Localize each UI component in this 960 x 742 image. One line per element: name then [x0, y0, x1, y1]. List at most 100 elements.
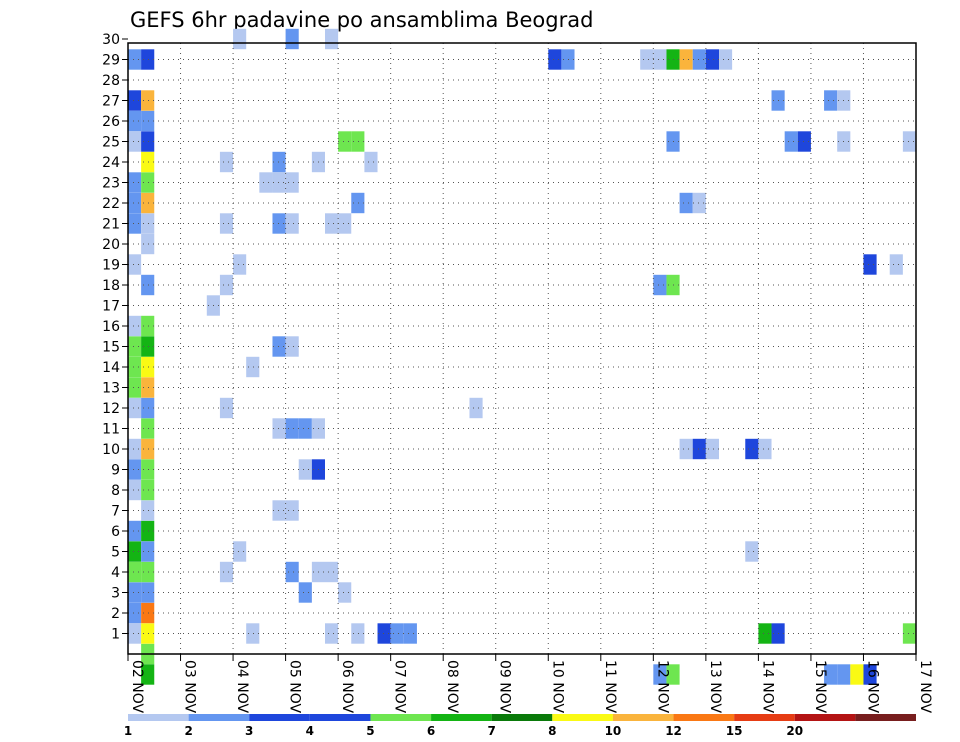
- heatmap-cell: [298, 459, 312, 480]
- heatmap-cell: [141, 315, 155, 337]
- x-tick-label: 05 NOV: [287, 660, 303, 714]
- y-tick-label: 10: [102, 442, 120, 458]
- heatmap-cell: [128, 172, 142, 193]
- heatmap-cell: [705, 438, 719, 460]
- y-tick-label: 21: [102, 217, 120, 233]
- heatmap-cell: [141, 192, 155, 214]
- y-tick-label: 17: [102, 299, 120, 315]
- heatmap-cell: [128, 582, 142, 603]
- x-tick-label: 11 NOV: [602, 660, 618, 714]
- heatmap-cell: [246, 356, 260, 378]
- heatmap-cell: [653, 664, 667, 685]
- heatmap-cell: [705, 49, 719, 70]
- x-tick-label: 10 NOV: [549, 660, 565, 714]
- heatmap-cell: [272, 213, 286, 234]
- heatmap-cell: [128, 192, 142, 214]
- heatmap-cell: [128, 438, 142, 460]
- y-tick-label: 6: [111, 524, 120, 540]
- heatmap-cell: [128, 397, 142, 419]
- heatmap-cell: [141, 623, 155, 644]
- grid-lines: [128, 43, 916, 654]
- y-tick-label: 11: [102, 422, 120, 438]
- x-tick-label: 04 NOV: [234, 660, 250, 714]
- heatmap-cell: [850, 664, 864, 685]
- y-tick-label: 29: [102, 53, 120, 69]
- heatmap-cell: [141, 274, 155, 296]
- colorbar-segment: [128, 714, 189, 721]
- colorbar-label: 1: [124, 724, 132, 738]
- heatmap-cell: [758, 623, 772, 644]
- heatmap-cell: [351, 623, 365, 644]
- heatmap-cell: [141, 213, 155, 234]
- colorbar-label: 7: [488, 724, 496, 738]
- x-tick-label: 08 NOV: [444, 660, 460, 714]
- heatmap-cell: [902, 623, 916, 644]
- heatmap-cell: [351, 131, 365, 152]
- heatmap-cell: [141, 541, 155, 562]
- x-tick-label: 16 NOV: [864, 660, 880, 714]
- heatmap-cell: [285, 500, 299, 521]
- heatmap-cell: [298, 418, 312, 439]
- heatmap-cell: [640, 49, 654, 70]
- heatmap-cell: [784, 131, 798, 152]
- colorbar-label: 5: [366, 724, 374, 738]
- y-tick-label: 13: [102, 381, 120, 397]
- heatmap-cell: [128, 377, 142, 398]
- y-tick-label: 15: [102, 340, 120, 356]
- heatmap-cell: [141, 131, 155, 152]
- heatmap-cell: [797, 131, 811, 152]
- y-tick-label: 4: [111, 565, 120, 581]
- heatmap-cell: [837, 664, 851, 685]
- heatmap-cell: [141, 233, 155, 255]
- colorbar-segment: [673, 714, 735, 721]
- heatmap-cell: [285, 336, 299, 357]
- heatmap-cell: [128, 356, 142, 378]
- heatmap-cell: [128, 90, 142, 111]
- y-tick-label: 20: [102, 237, 120, 253]
- heatmap-cell: [272, 418, 286, 439]
- heatmap-cells: [128, 28, 916, 685]
- heatmap-cell: [902, 131, 916, 152]
- heatmap-cell: [692, 438, 706, 460]
- heatmap-cell: [128, 520, 142, 542]
- heatmap-cell: [128, 623, 142, 644]
- heatmap-cell: [338, 131, 352, 152]
- heatmap-cell: [863, 664, 877, 685]
- heatmap-cell: [298, 582, 312, 603]
- heatmap-cell: [141, 664, 155, 685]
- heatmap-cell: [219, 213, 234, 234]
- heatmap-cell: [219, 151, 234, 173]
- heatmap-cell: [679, 49, 693, 70]
- heatmap-cell: [219, 397, 234, 419]
- x-tick-label: 06 NOV: [339, 660, 355, 714]
- heatmap-cell: [285, 561, 299, 583]
- heatmap-cell: [141, 110, 155, 132]
- heatmap-cell: [272, 172, 286, 193]
- y-tick-label: 27: [102, 94, 120, 110]
- heatmap-cell: [141, 582, 155, 603]
- y-tick-label: 9: [111, 463, 120, 479]
- heatmap-cell: [325, 561, 339, 583]
- heatmap-cell: [745, 438, 759, 460]
- heatmap-cell: [141, 459, 155, 480]
- heatmap-cell: [758, 438, 772, 460]
- heatmap-cell: [679, 192, 693, 214]
- heatmap-cell: [233, 28, 247, 50]
- heatmap-cell: [679, 438, 693, 460]
- chart-title: GEFS 6hr padavine po ansamblima Beograd: [130, 8, 593, 32]
- heatmap-cell: [219, 561, 234, 583]
- x-tick-label: 13 NOV: [707, 660, 723, 714]
- heatmap-cell: [141, 602, 155, 624]
- heatmap-cell: [745, 541, 759, 562]
- heatmap-cell: [561, 49, 575, 70]
- heatmap-cell: [548, 49, 562, 70]
- heatmap-cell: [141, 151, 155, 173]
- heatmap-cell: [285, 28, 299, 50]
- y-axis-ticks: 1234567891011121314151617181920212223242…: [102, 32, 128, 643]
- heatmap-cell: [141, 418, 155, 439]
- heatmap-cell: [141, 561, 155, 583]
- heatmap-cell: [141, 356, 155, 378]
- y-tick-label: 23: [102, 176, 120, 192]
- colorbar-segment: [370, 714, 432, 721]
- x-tick-label: 17 NOV: [917, 660, 933, 714]
